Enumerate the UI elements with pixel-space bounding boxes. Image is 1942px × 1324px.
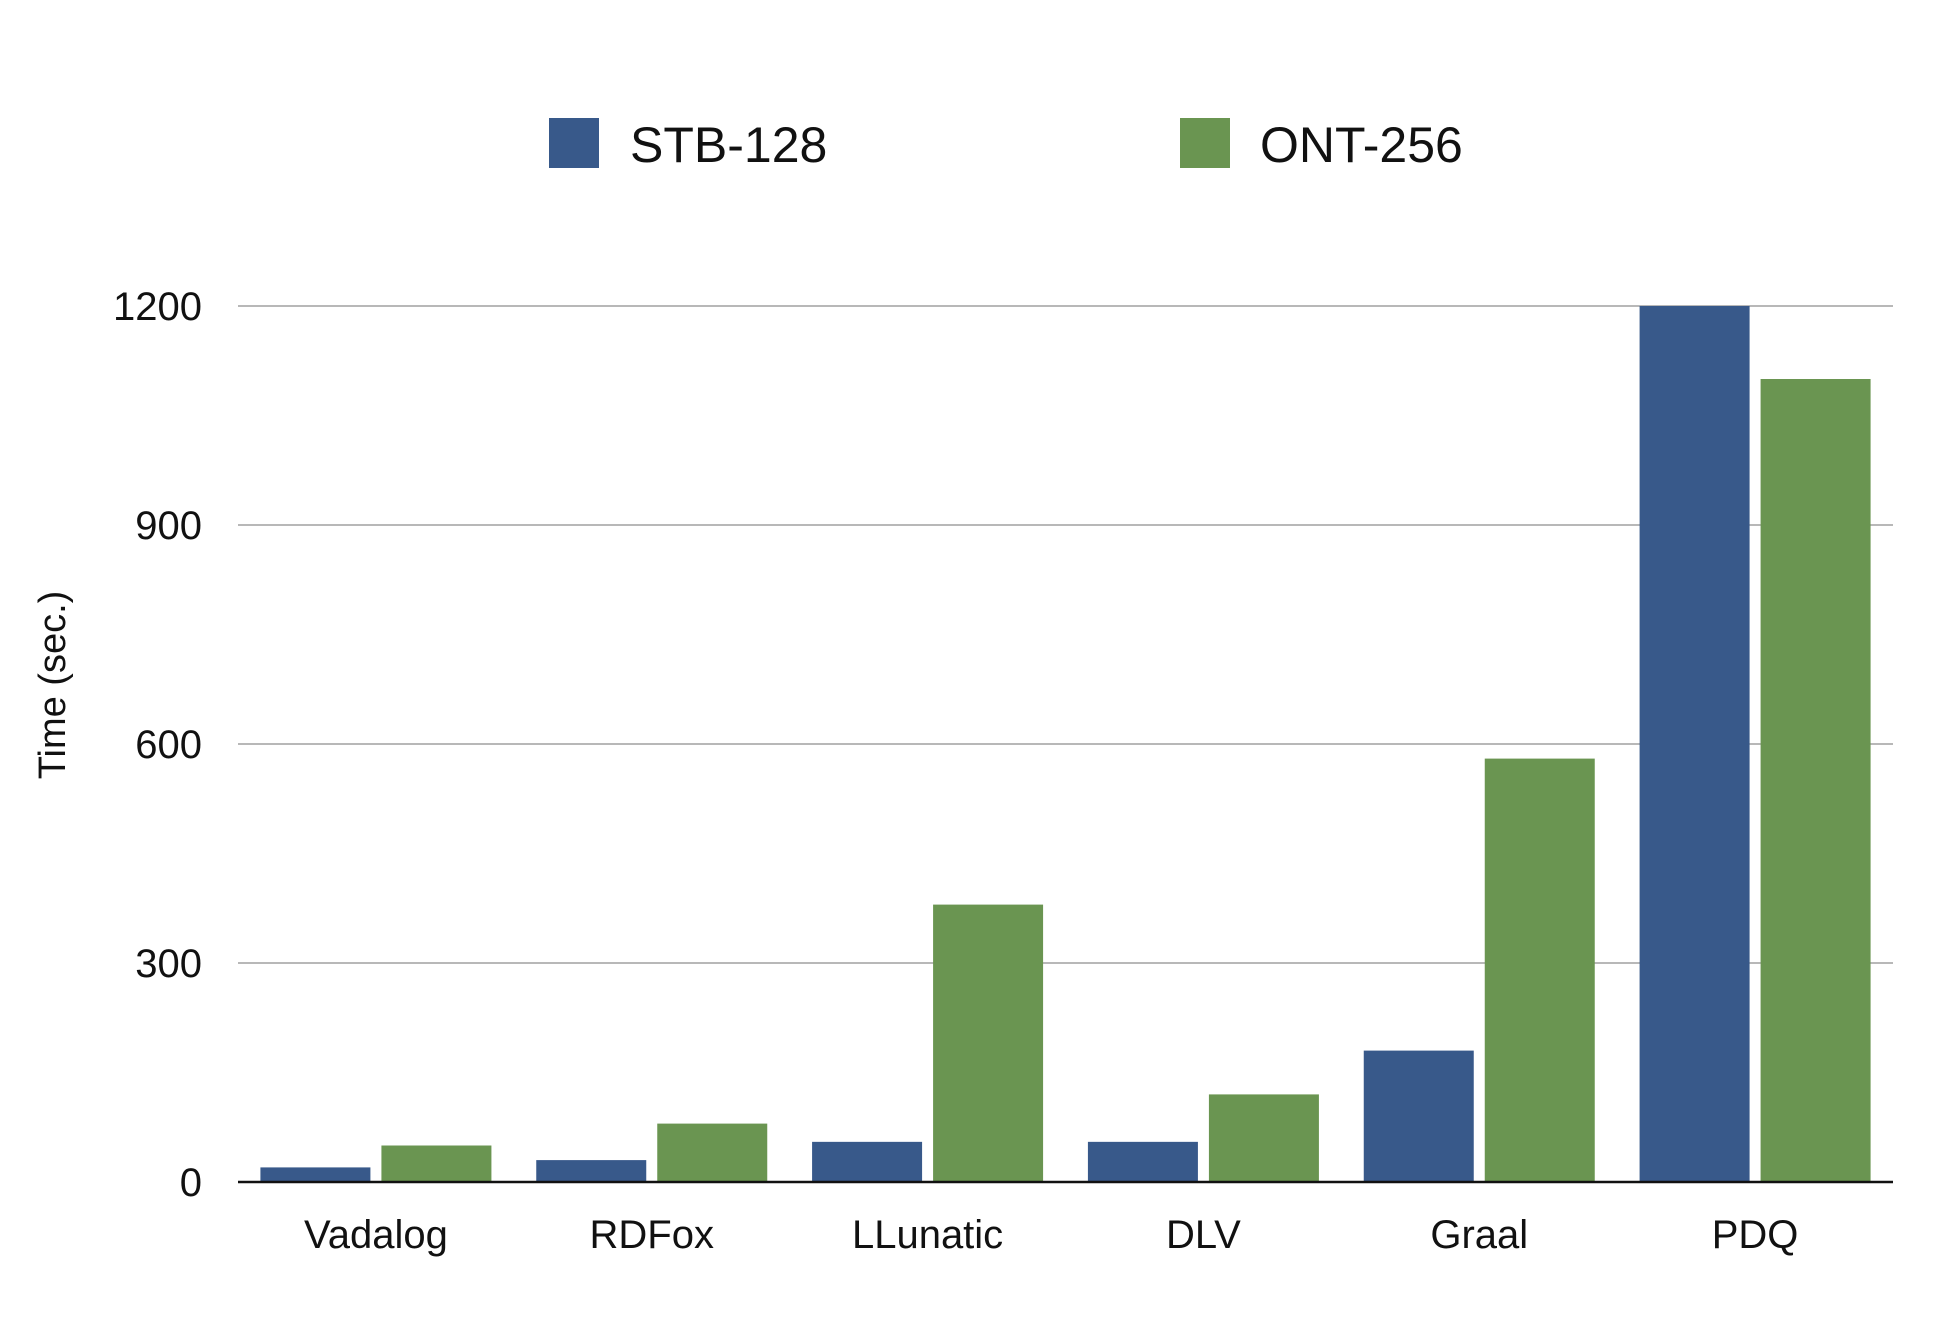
- y-axis-ticks: 0 300 600 900 1200: [113, 285, 202, 1205]
- y-axis-title: Time (sec.): [32, 591, 74, 780]
- x-tick-label: PDQ: [1712, 1213, 1799, 1257]
- y-tick-label: 1200: [113, 285, 202, 329]
- y-tick-label: 300: [135, 942, 202, 986]
- bars: [260, 306, 1871, 1182]
- legend-label-stb-128: STB-128: [630, 117, 827, 173]
- bar-ont-256-pdq: [1760, 379, 1871, 1182]
- y-tick-label: 900: [135, 504, 202, 548]
- y-tick-label: 0: [180, 1161, 202, 1205]
- legend-label-ont-256: ONT-256: [1260, 117, 1463, 173]
- bar-ont-256-dlv: [1208, 1094, 1319, 1182]
- x-tick-label: LLunatic: [852, 1213, 1003, 1257]
- legend-swatch-ont-256: [1180, 118, 1230, 168]
- x-tick-label: Vadalog: [304, 1213, 448, 1257]
- legend-swatch-stb-128: [549, 118, 599, 168]
- bar-stb-128-rdfox: [536, 1160, 647, 1182]
- bar-ont-256-rdfox: [657, 1123, 768, 1182]
- x-axis-labels: Vadalog RDFox LLunatic DLV Graal PDQ: [304, 1213, 1798, 1257]
- bar-stb-128-graal: [1363, 1050, 1474, 1182]
- bar-ont-256-vadalog: [381, 1145, 492, 1182]
- y-tick-label: 600: [135, 723, 202, 767]
- bar-stb-128-dlv: [1087, 1141, 1198, 1182]
- bar-ont-256-llunatic: [933, 904, 1044, 1182]
- bar-stb-128-pdq: [1639, 306, 1750, 1182]
- x-tick-label: DLV: [1166, 1213, 1241, 1257]
- bar-stb-128-vadalog: [260, 1167, 371, 1182]
- gridlines: [238, 305, 1893, 964]
- bar-ont-256-graal: [1484, 758, 1595, 1182]
- x-tick-label: RDFox: [590, 1213, 714, 1257]
- bar-stb-128-llunatic: [812, 1141, 923, 1182]
- legend: STB-128 ONT-256: [549, 117, 1463, 173]
- x-tick-label: Graal: [1430, 1213, 1528, 1257]
